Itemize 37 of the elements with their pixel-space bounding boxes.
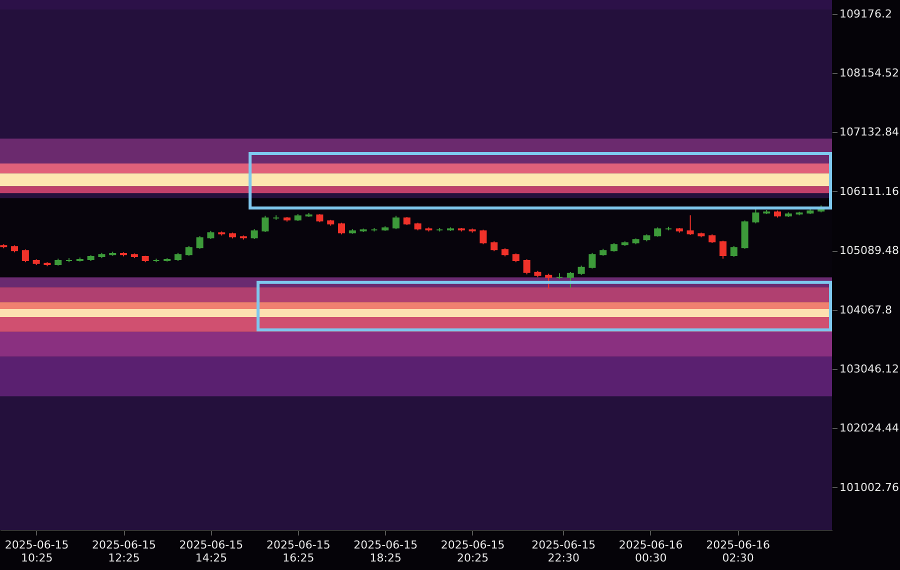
candlestick: [720, 240, 727, 260]
candlestick: [686, 214, 694, 236]
y-tick-label: 106111.16: [840, 184, 899, 198]
y-tick-label: 102024.44: [840, 422, 899, 435]
x-tick-label: 2025-06-15 22:30: [532, 538, 596, 564]
x-tick-label: 2025-06-15 18:25: [354, 538, 418, 564]
candlestick: [654, 226, 662, 238]
y-tick-label: 101002.76: [840, 480, 899, 494]
candlestick: [490, 240, 498, 252]
y-tick-label: 105089.48: [840, 244, 899, 258]
candlestick: [730, 245, 738, 258]
x-tick-label: 2025-06-15 20:25: [440, 538, 505, 564]
y-tick-label: 104067.8: [840, 303, 892, 316]
candlestick: [22, 248, 29, 263]
candlestick: [480, 229, 487, 245]
x-tick-label: 2025-06-15 14:25: [179, 538, 244, 564]
candlestick: [578, 265, 585, 276]
x-tick-label: 2025-06-16 02:30: [706, 538, 770, 564]
x-tick-label: 2025-06-15 12:25: [92, 538, 156, 564]
candlestick: [392, 215, 400, 230]
candlestick: [752, 208, 760, 224]
candlestick: [545, 273, 552, 290]
candlestick: [523, 258, 530, 275]
candlestick: [338, 222, 346, 235]
y-tick-label: 107132.84: [840, 126, 899, 139]
candlestick: [566, 272, 574, 288]
y-tick-label: 108154.52: [840, 66, 899, 80]
x-tick-label: 2025-06-15 16:25: [266, 538, 330, 564]
y-tick-label: 109176.2: [840, 7, 892, 20]
candlestick: [262, 215, 269, 233]
candlestick: [588, 252, 596, 270]
y-tick-label: 103046.12: [840, 362, 899, 376]
candlestick: [196, 236, 204, 250]
x-tick-label: 2025-06-15 10:25: [4, 538, 69, 564]
candlestick: [185, 245, 192, 256]
candlestick: [250, 228, 258, 240]
x-tick-label: 2025-06-16 00:30: [618, 538, 683, 564]
